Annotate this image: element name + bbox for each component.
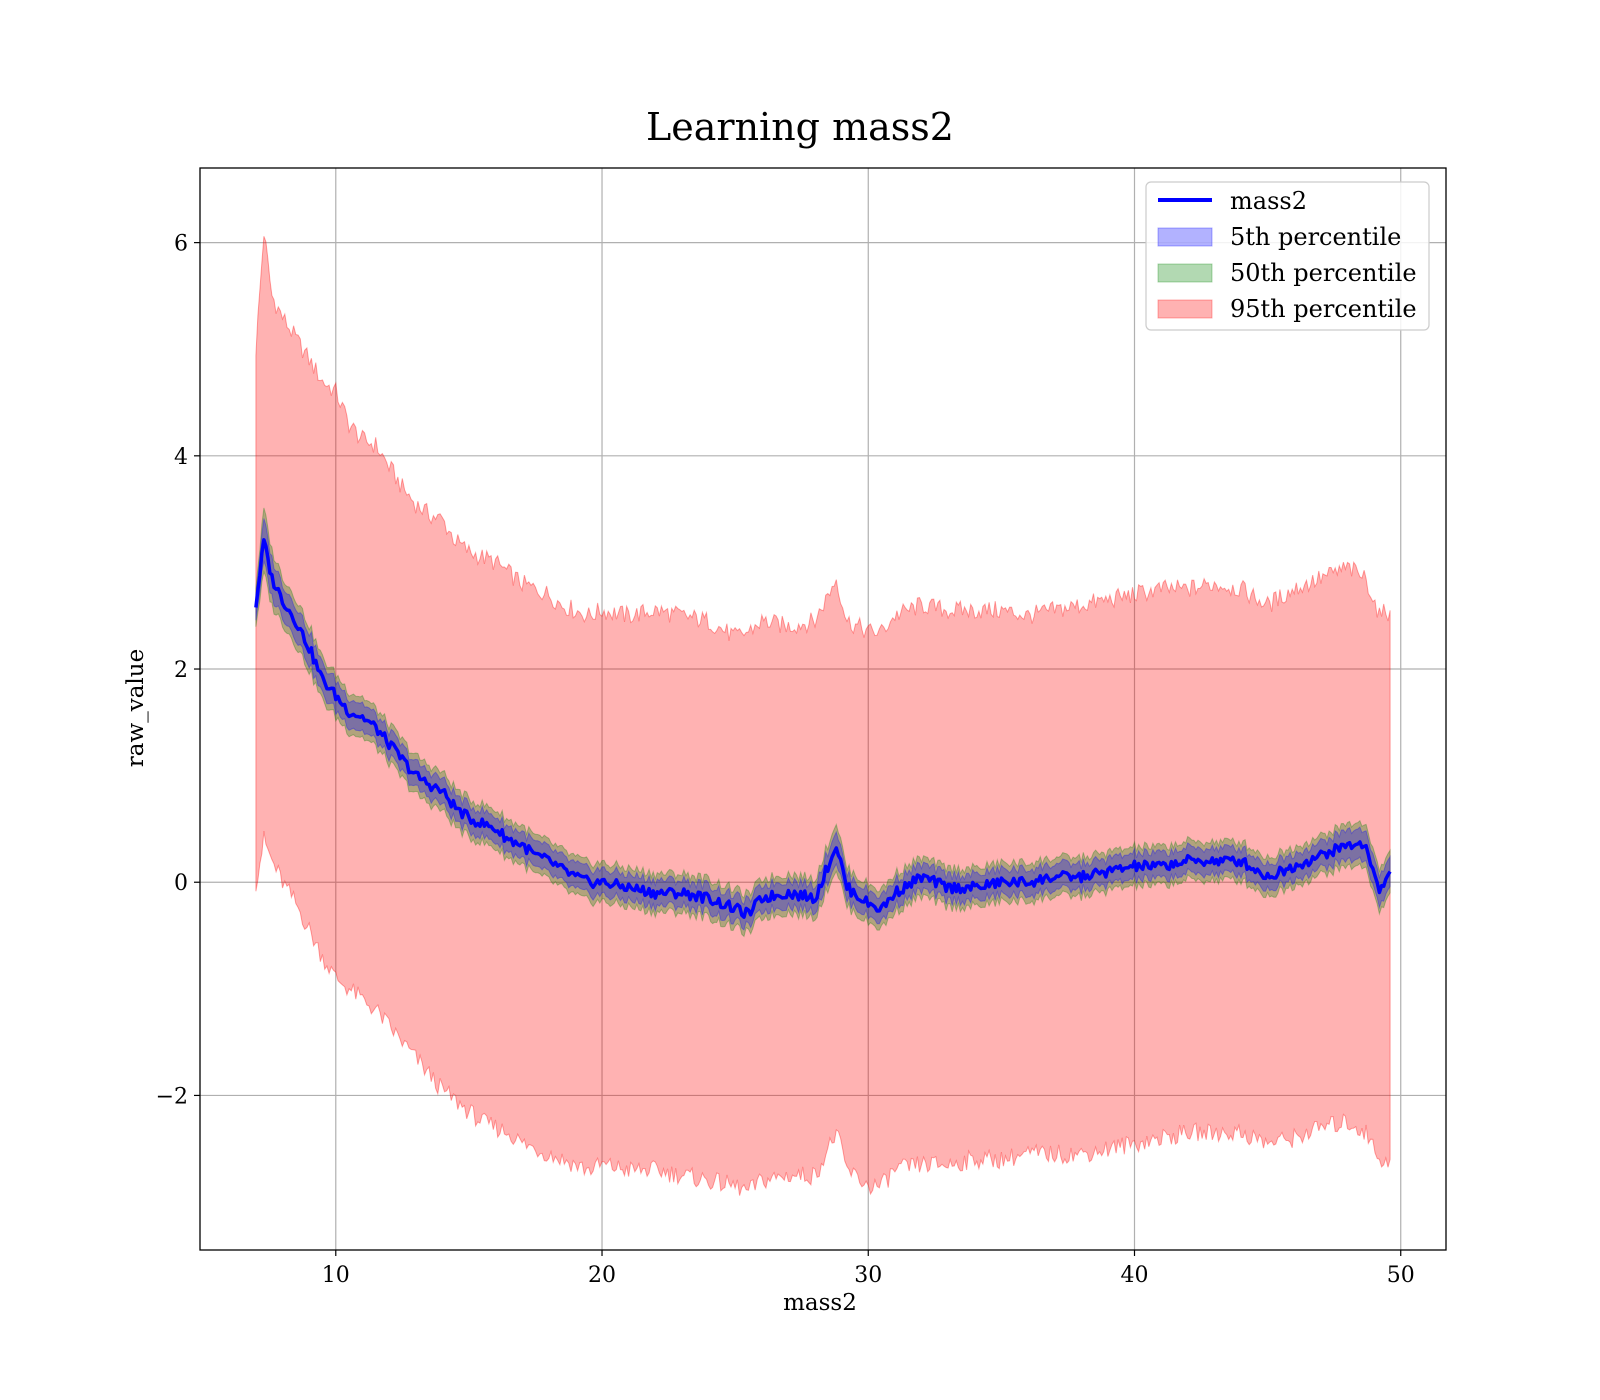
band-95th-percentile: [255, 236, 1391, 1196]
series-line-mass2: [254, 538, 1392, 919]
plot-frame: [199, 167, 1447, 1251]
series-lines: [254, 538, 1392, 919]
y-tick-label: 2: [174, 658, 188, 683]
tick-layer: 10 20 30 40 50 −2 0 2 4 6: [156, 232, 1415, 1288]
y-tick-label: 0: [174, 871, 188, 896]
band-50th-percentile: [255, 507, 1391, 938]
percentile-bands: [255, 236, 1391, 1196]
axes-layer: [199, 167, 1447, 1251]
legend-p95-swatch: [1157, 299, 1213, 319]
chart-title: Learning mass2: [646, 105, 954, 149]
x-tick-label: 50: [1387, 1263, 1415, 1288]
legend-label-p50: 50th percentile: [1230, 259, 1417, 287]
legend-label-p95: 95th percentile: [1230, 295, 1417, 323]
legend-p5-swatch: [1157, 227, 1213, 247]
band-5th-percentile: [255, 518, 1391, 931]
legend-p50-swatch: [1157, 263, 1213, 283]
y-tick-label: −2: [156, 1084, 188, 1109]
x-tick-label: 10: [322, 1263, 350, 1288]
legend-label-mass2: mass2: [1230, 187, 1307, 215]
x-axis-label: mass2: [783, 1290, 857, 1316]
legend-box: [1145, 181, 1430, 331]
x-tick-label: 20: [588, 1263, 616, 1288]
x-tick-label: 40: [1121, 1263, 1149, 1288]
y-axis-label: raw_value: [123, 649, 149, 767]
legend-label-p5: 5th percentile: [1230, 223, 1401, 251]
y-tick-label: 6: [174, 232, 188, 257]
legend: mass2 5th percentile 50th percentile 95t…: [1145, 181, 1430, 331]
x-tick-label: 30: [854, 1263, 882, 1288]
y-tick-label: 4: [174, 445, 188, 470]
